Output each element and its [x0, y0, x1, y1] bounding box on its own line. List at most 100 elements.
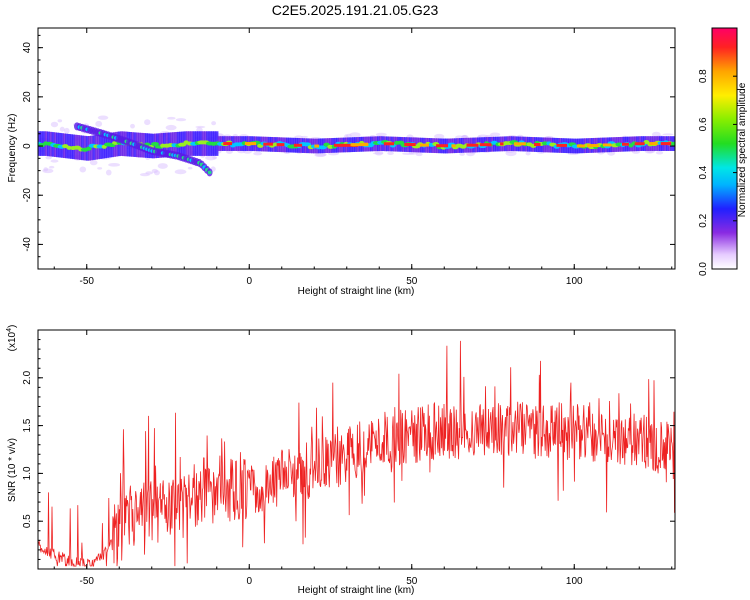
spectral-halo-point [655, 151, 664, 155]
spectral-halo-point [145, 171, 154, 175]
spectral-halo-point [151, 168, 158, 173]
y-tick-label: 0 [22, 143, 33, 149]
spectral-peak-segment [293, 143, 303, 147]
y-tick-label: 2.0 [22, 370, 33, 384]
spectral-peak-segment [363, 142, 369, 146]
spectral-halo-point [175, 118, 187, 122]
x-tick-label: 100 [566, 576, 583, 587]
colorbar-tick-label: 0.6 [698, 117, 709, 131]
spectral-halo-point [459, 152, 465, 156]
spectral-halo-point [314, 153, 327, 158]
spectral-halo-point [95, 120, 103, 127]
spectral-peak-segment [634, 142, 645, 146]
spectral-peak-segment [419, 143, 429, 147]
spectral-peak-segment [451, 144, 456, 148]
y-tick-label: 20 [22, 91, 33, 103]
colorbar-tick-label: 0.4 [698, 165, 709, 179]
spectral-halo-point [42, 168, 54, 174]
spectral-halo-point [50, 121, 59, 128]
spectral-halo-point [79, 166, 87, 173]
spectral-halo-point [105, 169, 112, 176]
spectral-peak-segment [404, 143, 416, 147]
spectral-peak-segment [556, 143, 568, 147]
snr-xlabel: Height of straight line (km) [298, 585, 415, 596]
spectral-halo-point [144, 119, 151, 126]
snr-marks [38, 340, 675, 568]
spectral-halo-point [59, 126, 65, 132]
x-tick-label: 50 [406, 276, 418, 287]
spectral-halo-point [372, 152, 384, 155]
snr-ticks: -50 0 50 100 2.0 1.5 1.0 0.5 [22, 330, 675, 587]
colorbar-gradient [711, 27, 738, 270]
spectral-halo-point [415, 152, 423, 157]
spectral-peak-segment [479, 143, 492, 147]
spectral-halo-point [165, 124, 177, 131]
colorbar-tick-label: 0.2 [698, 213, 709, 227]
spectral-peak-segment [350, 143, 369, 147]
spectral-peak-segment [586, 144, 599, 148]
x-tick-label: -50 [80, 576, 95, 587]
snr-frame [37, 329, 676, 570]
spectral-halo-point [375, 132, 387, 137]
spectral-halo-point [48, 165, 55, 169]
spectral-band-cell [90, 135, 94, 161]
spectral-halo-point [196, 127, 203, 133]
spectral-peak-segment [314, 144, 319, 148]
spectral-halo-point [253, 151, 263, 156]
spectral-peak-segment [576, 144, 586, 148]
x-tick-label: 100 [566, 276, 583, 287]
spectrogram-ticks: -50 0 50 100 40 20 0 -20 -40 [22, 28, 675, 287]
spectral-peak-segment [466, 143, 479, 147]
spectrogram-frame [37, 27, 676, 270]
spectral-halo-point [89, 159, 98, 166]
spectral-halo-point [387, 151, 394, 155]
spectral-halo-point [187, 166, 193, 170]
spectral-halo-point [525, 151, 531, 156]
spectral-core-point [151, 141, 159, 146]
snr-multiplier: (x104) [6, 325, 18, 352]
x-tick-label: 50 [406, 576, 418, 587]
spectral-peak-segment [534, 143, 541, 147]
spectral-halo-point [97, 115, 109, 120]
snr-panel: -50 0 50 100 2.0 1.5 1.0 0.5 Height of straight… [6, 325, 676, 596]
spectral-peak-segment [223, 142, 233, 146]
spectral-halo-point [662, 133, 674, 136]
spectral-peak-segment [660, 142, 672, 146]
spectral-peak-segment [276, 143, 285, 147]
spectral-peak-segment [649, 142, 658, 146]
spectral-halo-point [157, 163, 168, 169]
spectral-halo-point [108, 163, 121, 167]
spectral-halo-point [349, 132, 361, 138]
snr-series-line [38, 340, 675, 568]
spectral-peak-segment [602, 143, 612, 147]
spectral-halo-point [402, 152, 414, 156]
spectral-halo-point [211, 121, 217, 126]
spectral-halo-point [434, 133, 445, 139]
x-tick-label: 0 [246, 576, 252, 587]
spectral-band-cell [545, 137, 549, 153]
spectral-halo-point [97, 167, 103, 170]
spectral-halo-point [195, 125, 206, 129]
spectral-peak-segment [500, 142, 504, 146]
y-tick-label: 0.5 [22, 514, 33, 528]
spectral-halo-point [167, 116, 176, 120]
spectral-core-point [302, 142, 312, 147]
snr-ylabel: SNR (10 * v/v) [7, 438, 18, 502]
spectral-core-point [85, 146, 92, 151]
spectral-peak-segment [333, 143, 359, 147]
x-tick-label: 0 [246, 276, 252, 287]
spectral-peak-segment [384, 142, 395, 146]
colorbar-label: Normalized spectral amplitude [737, 82, 748, 217]
colorbar-ticks: 0.0 0.2 0.4 0.6 0.8 [698, 69, 737, 276]
spectral-halo-point [174, 169, 187, 175]
y-tick-label: 1.0 [22, 466, 33, 480]
spectral-core-point [643, 139, 650, 144]
spectral-peak-segment [436, 144, 449, 148]
figure-title: C2E5.2025.191.21.05.G23 [271, 2, 439, 18]
spectral-halo-point [45, 155, 52, 160]
spectrogram-panel: -50 0 50 100 40 20 0 -20 -40 Height of straight … [7, 27, 676, 297]
colorbar: 0.0 0.2 0.4 0.6 0.8 Normalized spectral ampl… [698, 27, 748, 276]
spectrogram-xlabel: Height of straight line (km) [298, 286, 415, 297]
colorbar-tick-label: 0.0 [698, 262, 709, 276]
